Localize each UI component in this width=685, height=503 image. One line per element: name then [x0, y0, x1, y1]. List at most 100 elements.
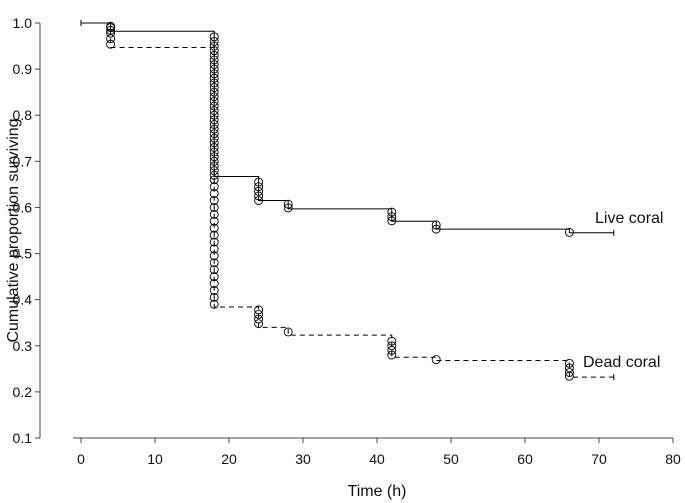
censor-marker: [209, 124, 219, 134]
censor-marker: [209, 237, 219, 247]
censor-marker: [209, 143, 219, 152]
censor-marker: [209, 138, 219, 148]
x-tick-label: 80: [665, 451, 681, 467]
censor-marker: [209, 230, 219, 240]
censor-marker: [209, 175, 219, 185]
censor-marker: [564, 371, 574, 381]
series-line-dead-coral: [81, 22, 614, 378]
x-tick-label: 60: [517, 451, 533, 467]
censor-marker: [209, 272, 219, 282]
censor-marker: [209, 299, 219, 309]
censor-marker: [209, 41, 219, 51]
censor-marker: [209, 60, 219, 69]
censor-marker: [209, 182, 219, 192]
x-axis-title: Time (h): [348, 483, 407, 500]
censor-marker: [209, 69, 219, 79]
censor-marker: [209, 115, 219, 125]
censor-marker: [564, 358, 574, 368]
censor-marker: [209, 119, 219, 129]
censor-marker: [564, 227, 574, 237]
censor-marker: [387, 345, 397, 355]
y-tick-label: 0.9: [13, 61, 33, 77]
censor-marker: [209, 46, 219, 56]
censor-marker: [254, 309, 264, 319]
censor-marker: [387, 216, 397, 226]
censor-marker: [209, 152, 219, 162]
tick-marks: [35, 22, 674, 443]
censor-marker: [431, 220, 441, 230]
x-tick-label: 30: [295, 451, 311, 467]
censor-marker: [209, 166, 219, 176]
censor-marker: [209, 170, 219, 180]
censor-marker: [254, 196, 264, 205]
censor-marker: [209, 32, 219, 42]
censor-marker: [209, 110, 219, 120]
axes: [39, 23, 673, 439]
censor-marker: [209, 161, 219, 171]
censor-marker: [283, 199, 293, 209]
y-tick-label: 0.2: [13, 384, 33, 400]
censor-marker: [387, 207, 397, 217]
censor-marker: [209, 265, 219, 275]
censor-marker: [209, 202, 219, 212]
y-tick-label: 0.7: [13, 153, 33, 169]
x-tick-label: 40: [369, 451, 385, 467]
censor-marker: [209, 64, 219, 74]
censor-marker: [254, 177, 264, 187]
series-label-live-coral: Live coral: [595, 210, 663, 227]
series-line-live-coral: [81, 22, 614, 234]
series-layer: [80, 20, 615, 381]
censor-marker: [209, 55, 219, 65]
censor-marker: [209, 133, 219, 143]
censor-marker: [254, 186, 264, 196]
censor-marker: [431, 355, 441, 365]
x-tick-label: 70: [591, 451, 607, 467]
censor-marker: [209, 251, 219, 261]
y-tick-label: 0.6: [13, 199, 33, 215]
y-tick-label: 1.0: [13, 15, 33, 31]
censor-marker: [254, 305, 264, 315]
censor-marker: [209, 106, 219, 116]
censor-marker: [209, 279, 219, 288]
censor-marker: [254, 319, 264, 329]
censor-marker: [106, 23, 116, 33]
censor-marker: [209, 96, 219, 106]
tick-labels: 0 10 20 30 40 50 60 70 80 0.1 0.2 0.3 0.4 0.5 0.6 0.7 0.…: [13, 15, 681, 467]
censor-marker: [209, 244, 219, 254]
censor-marker: [387, 350, 397, 360]
censor-marker: [106, 39, 116, 49]
censor-marker: [209, 156, 219, 166]
x-tick-label: 50: [443, 451, 459, 467]
censor-marker: [209, 78, 219, 88]
y-tick-label: 0.1: [13, 430, 33, 446]
x-tick-label: 10: [147, 451, 163, 467]
censor-marker: [106, 28, 116, 38]
censor-marker: [106, 34, 116, 44]
censor-marker: [209, 189, 219, 199]
y-tick-label: 0.3: [13, 338, 33, 354]
censor-marker: [431, 224, 441, 234]
censor-marker: [209, 216, 219, 226]
censor-marker: [209, 50, 219, 60]
censor-marker: [209, 73, 219, 83]
censor-marker: [254, 182, 264, 192]
censor-marker: [209, 101, 219, 111]
censor-marker: [209, 92, 219, 102]
censor-marker: [209, 223, 219, 233]
censor-marker: [209, 87, 219, 97]
censor-marker: [254, 314, 264, 324]
censor-marker: [209, 292, 219, 302]
y-tick-label: 0.8: [13, 107, 33, 123]
x-tick-label: 0: [77, 451, 85, 467]
censor-marker: [254, 191, 264, 201]
series-label-dead-coral: Dead coral: [583, 354, 660, 371]
censor-marker: [564, 368, 574, 377]
x-tick-label: 20: [221, 451, 237, 467]
y-tick-label: 0.4: [13, 292, 33, 308]
censor-marker: [283, 203, 293, 213]
censor-marker: [209, 196, 219, 205]
censor-marker: [209, 83, 219, 93]
y-axis-title: Cumulative proportion surviving: [5, 118, 22, 342]
censor-marker: [209, 258, 219, 268]
